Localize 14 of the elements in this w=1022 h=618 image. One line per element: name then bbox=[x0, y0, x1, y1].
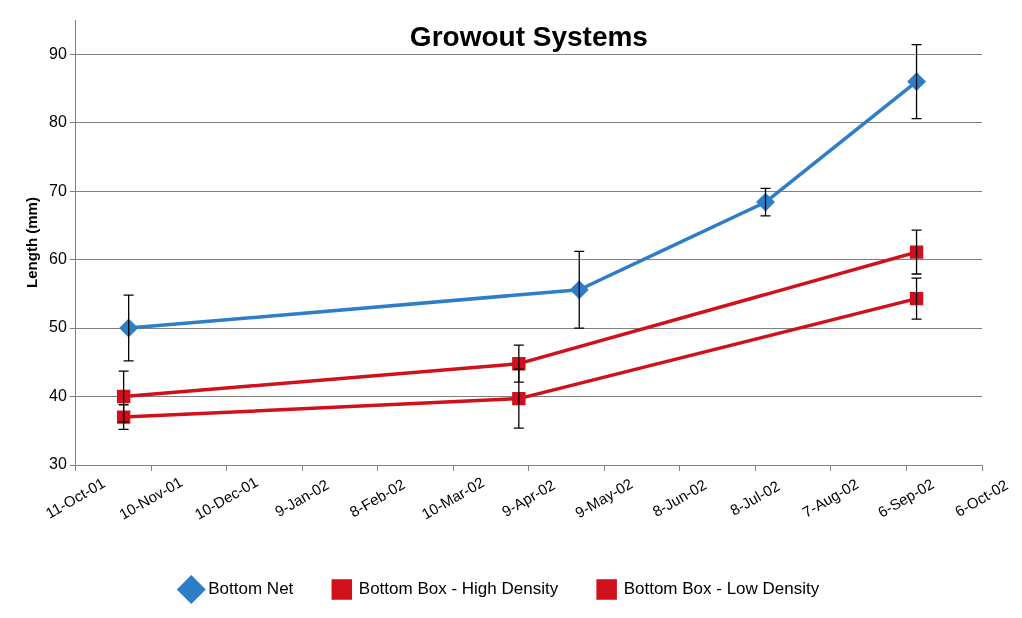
y-tick-label: 50 bbox=[49, 318, 67, 336]
y-tick-label: 30 bbox=[49, 455, 67, 473]
y-tick-label: 80 bbox=[49, 113, 67, 131]
point bbox=[909, 245, 924, 259]
legend-label: Bottom Net bbox=[208, 579, 294, 599]
chart-title: Growout Systems bbox=[409, 20, 648, 52]
y-tick-label: 70 bbox=[49, 181, 67, 199]
legend-label: Bottom Box - Low Density bbox=[623, 579, 820, 599]
y-tick-label: 40 bbox=[49, 386, 67, 404]
y-axis-title: Length (mm) bbox=[23, 197, 41, 288]
point bbox=[116, 389, 131, 404]
legend-label: Bottom Box - High Density bbox=[358, 579, 559, 599]
y-tick-label: 60 bbox=[49, 250, 67, 268]
y-tick-label: 90 bbox=[49, 44, 67, 62]
